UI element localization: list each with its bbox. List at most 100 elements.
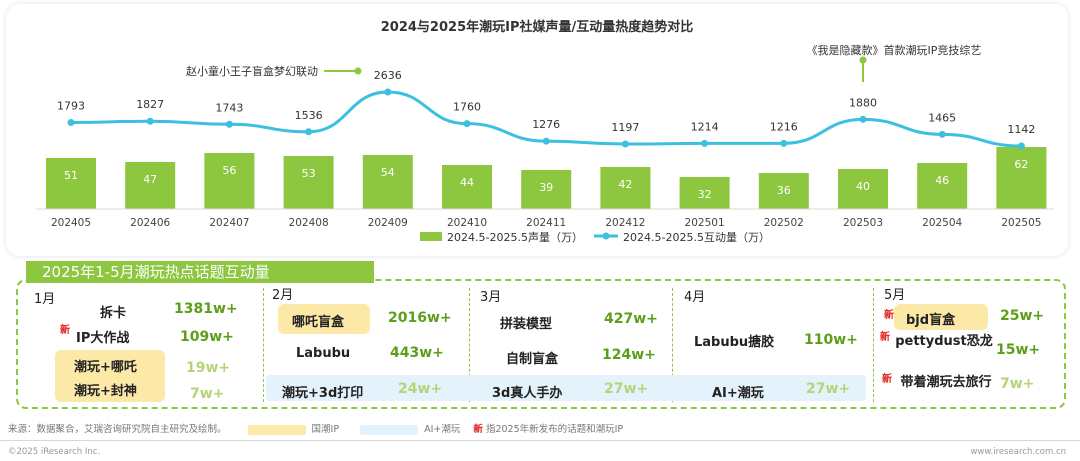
x-tick-label: 202409 [368,217,408,229]
month-label: 1月 [34,292,56,307]
line-point [938,130,946,138]
bar-value-label: 54 [381,166,395,179]
line-value-label: 1214 [691,120,719,133]
x-tick-label: 202504 [922,217,962,229]
topic-value: 19w+ [186,360,231,376]
source-text: 来源：数据聚合，艾瑞咨询研究院自主研究及绘制。 [8,424,227,435]
new-mark: 新 [880,332,890,343]
line-value-label: 1197 [611,121,639,134]
line-point [463,120,471,128]
footer-rule [0,440,1080,441]
trend-chart: 2024与2025年潮玩IP社媒声量/互动量热度趋势对比 51 47 56 53 54 4… [36,19,1054,244]
line-value-label: 1465 [928,111,956,124]
topic-value: 124w+ [602,347,656,363]
line-point [384,88,392,96]
topic-name: 潮玩+封神 [74,384,137,399]
topic-value: 2016w+ [388,310,452,326]
bar-value-label: 51 [64,169,78,182]
bar [521,170,572,209]
line-value-label: 1142 [1007,123,1035,136]
line-point [225,120,233,128]
bar [679,177,730,209]
bar [758,173,809,209]
topic-name: pettydust恐龙 [895,334,993,349]
bar [442,165,492,209]
annotation-dot [354,67,362,75]
month-divider [672,288,673,402]
topic-value: 15w+ [996,342,1041,358]
new-legend-mark: 新 [473,424,483,435]
topic-value: 24w+ [398,381,443,397]
x-tick-label: 202412 [605,217,645,229]
ai-highlight [266,375,866,401]
month-label: 4月 [684,290,706,305]
line-value-label: 1276 [532,118,560,131]
month-label: 5月 [884,288,906,303]
line-point [146,117,154,125]
legend-label-bar: 2024.5-2025.5声量（万） [447,230,583,244]
topic-name: bjd盲盒 [906,313,956,328]
topic-value: 7w+ [190,386,225,402]
bar-value-label: 32 [698,188,712,201]
line-value-label: 1880 [849,96,877,109]
bar [362,155,413,209]
topic-value: 25w+ [1000,308,1045,324]
line-point [701,139,709,147]
topic-name: 3d真人手办 [492,386,563,401]
month-label: 2月 [272,288,294,303]
line-point [542,137,550,145]
legend-label-line: 2024.5-2025.5互动量（万） [623,231,770,244]
ai-legend: AI+潮玩 [424,424,461,435]
x-tick-label: 202505 [1001,217,1041,229]
guochao-highlight [894,304,988,330]
guochao-legend: 国潮IP [311,424,340,435]
legend-swatch-bar [420,232,442,241]
line-point [859,115,867,123]
x-tick-label: 202502 [764,217,804,229]
bar-value-label: 53 [302,167,316,180]
bar [600,167,651,209]
new-legend: 指2025年新发布的话题和潮玩IP [485,424,624,435]
topic-name: 潮玩+3d打印 [282,386,364,401]
bar-value-label: 56 [222,164,236,177]
bar [46,158,96,209]
bar [838,169,888,209]
topic-name: 哪吒盲盒 [292,315,345,330]
topic-name: Labubu搪胶 [694,335,775,350]
x-tick-label: 202410 [447,217,487,229]
topic-value: 110w+ [804,332,858,348]
topics-panel [16,279,1066,409]
topic-name: 拆卡 [100,306,127,321]
bar-value-label: 42 [618,178,632,191]
line-point [1017,142,1025,150]
line-value-label: 1216 [770,120,798,133]
guochao-highlight [278,304,370,334]
guochao-highlight [55,350,165,402]
x-tick-label: 202406 [130,217,170,229]
topic-name: 带着潮玩去旅行 [900,375,992,390]
new-mark: 新 [60,325,70,336]
annotation-label: 赵小童小王子盲盒梦幻联动 [186,64,318,78]
x-tick-label: 202503 [843,217,883,229]
ai-swatch [360,424,419,435]
site-url: www.iresearch.com.cn [970,447,1066,457]
bar-value-label: 46 [935,174,949,187]
topic-name: IP大作战 [76,331,130,346]
legend-swatch-line-dot [602,232,610,240]
bar [283,156,334,209]
chart-card: 2024与2025年潮玩IP社媒声量/互动量热度趋势对比 51 47 56 53 54 4… [6,4,1068,256]
bar [204,153,255,209]
chart-title: 2024与2025年潮玩IP社媒声量/互动量热度趋势对比 [381,19,693,35]
x-tick-label: 202501 [685,217,725,229]
new-mark: 新 [884,310,894,321]
bar [125,162,176,209]
line-point [305,128,313,136]
month-divider [469,288,470,402]
bar-value-label: 39 [539,181,553,194]
topic-name: 潮玩+哪吒 [74,360,137,375]
topic-name: 自制盲盒 [506,352,559,367]
line-point [67,118,75,126]
topic-value: 1381w+ [174,301,238,317]
bar [996,147,1047,209]
x-tick-label: 202408 [289,217,329,229]
